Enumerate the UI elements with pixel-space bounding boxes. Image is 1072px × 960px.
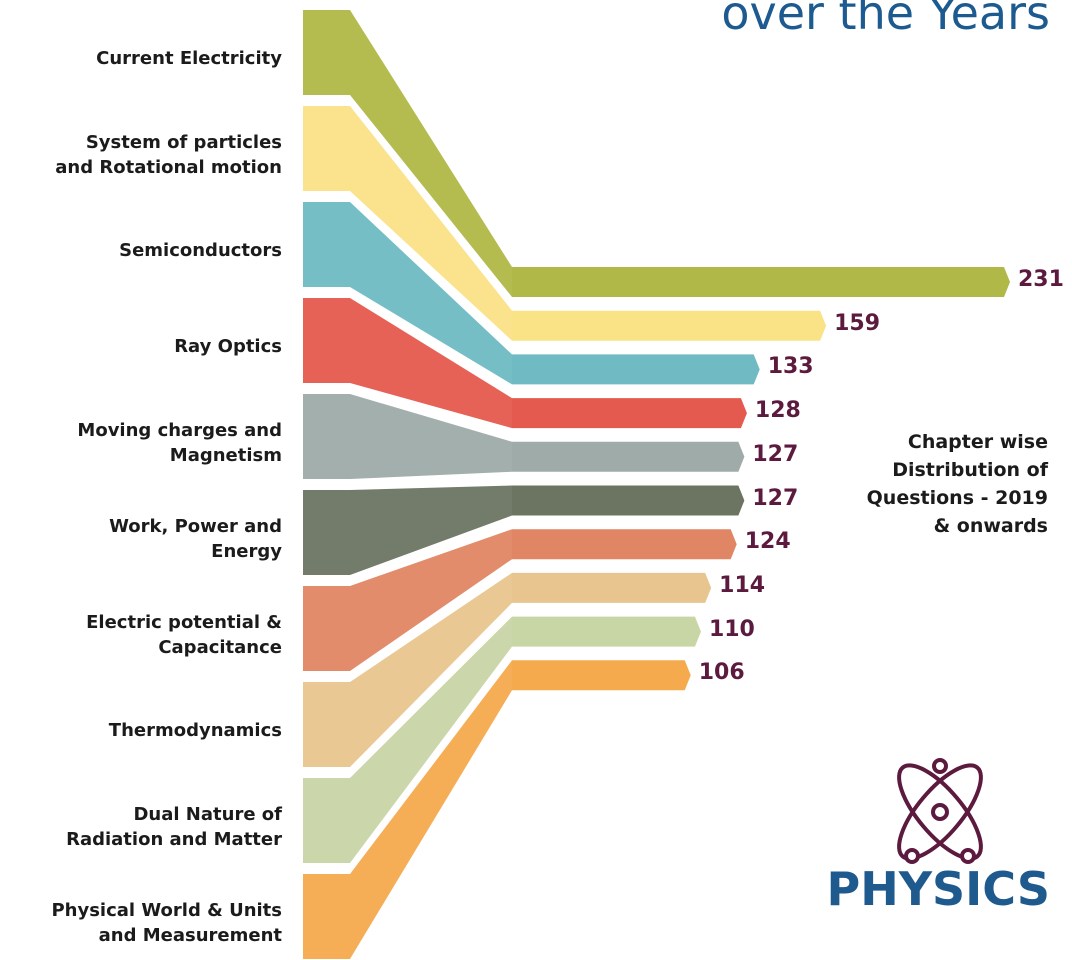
category-label: Ray Optics	[0, 334, 282, 359]
bar	[512, 267, 1010, 297]
category-label: Current Electricity	[0, 46, 282, 71]
category-label: Electric potential & Capacitance	[0, 610, 282, 660]
value-label: 124	[745, 527, 791, 557]
page: over the Years Chapter wise Distribution…	[0, 0, 1072, 960]
atom-icon	[886, 753, 994, 870]
value-label: 231	[1018, 265, 1064, 295]
annotation: Chapter wise Distribution of Questions -…	[788, 428, 1048, 540]
value-label: 127	[752, 440, 798, 470]
value-label: 110	[709, 615, 755, 645]
bar	[512, 573, 711, 603]
brand: PHYSICS	[826, 862, 1050, 916]
bar	[512, 311, 826, 341]
category-label: Work, Power and Energy	[0, 514, 282, 564]
bar	[512, 398, 747, 428]
category-label: Thermodynamics	[0, 718, 282, 743]
category-label: Moving charges and Magnetism	[0, 418, 282, 468]
value-label: 106	[699, 658, 745, 688]
category-label: System of particles and Rotational motio…	[0, 130, 282, 180]
value-label: 128	[755, 396, 801, 426]
bar	[512, 486, 744, 516]
bar	[512, 529, 737, 559]
value-label: 133	[768, 352, 814, 382]
value-label: 159	[834, 309, 880, 339]
bar	[512, 442, 744, 472]
category-label: Semiconductors	[0, 238, 282, 263]
value-label: 127	[752, 484, 798, 514]
category-label: Physical World & Units and Measurement	[0, 898, 282, 948]
bar	[512, 354, 760, 384]
bar	[512, 660, 691, 690]
category-label: Dual Nature of Radiation and Matter	[0, 802, 282, 852]
bar	[512, 617, 701, 647]
chart-title: over the Years	[721, 0, 1050, 40]
value-label: 114	[719, 571, 765, 601]
